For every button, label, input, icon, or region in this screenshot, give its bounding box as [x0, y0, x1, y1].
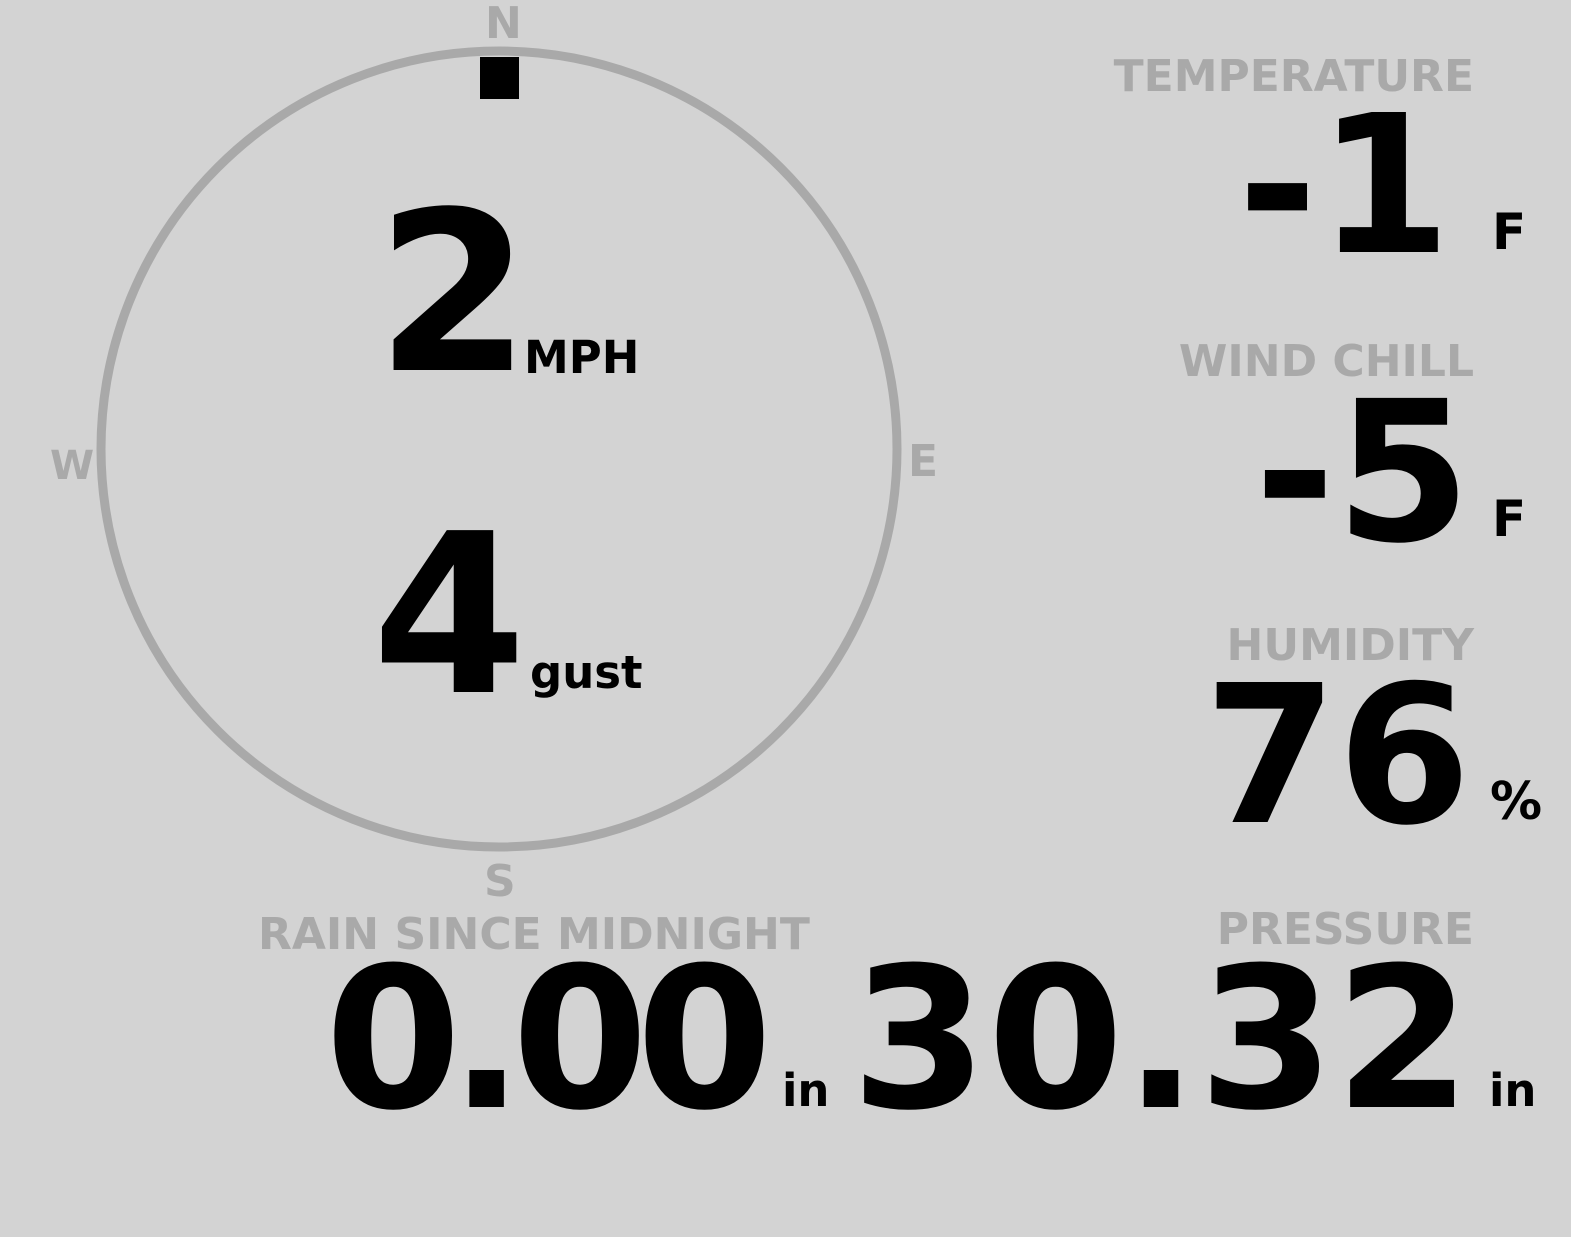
- compass-south-label: S: [484, 856, 516, 907]
- wind-chill-label: WIND CHILL: [1178, 336, 1474, 387]
- temperature-unit: F: [1492, 203, 1527, 261]
- compass-east-label: E: [908, 436, 939, 487]
- wind-gust-unit: gust: [530, 646, 643, 699]
- rain-unit: in: [782, 1064, 830, 1117]
- humidity-label: HUMIDITY: [1226, 620, 1474, 671]
- rain-value: 0.00: [325, 926, 773, 1154]
- humidity-value: 76: [1203, 645, 1471, 868]
- humidity-unit: %: [1490, 772, 1543, 832]
- wind-speed-value: 2: [376, 165, 531, 423]
- compass-west-label: W: [50, 443, 95, 489]
- temperature-label: TEMPERATURE: [1113, 51, 1474, 102]
- pressure-value: 30.32: [851, 926, 1471, 1154]
- wind-chill-value: -5: [1254, 359, 1471, 586]
- pressure-label: PRESSURE: [1216, 904, 1474, 955]
- compass-ring: [96, 46, 902, 852]
- rain-label: RAIN SINCE MIDNIGHT: [258, 909, 810, 960]
- wind-chill-unit: F: [1492, 490, 1527, 548]
- compass-north-label: N: [485, 0, 522, 49]
- temperature-value: -1: [1237, 75, 1451, 298]
- pressure-unit: in: [1489, 1064, 1537, 1117]
- wind-direction-indicator: [480, 57, 519, 99]
- wind-gust-value: 4: [372, 487, 527, 745]
- wind-speed-unit: MPH: [524, 331, 640, 384]
